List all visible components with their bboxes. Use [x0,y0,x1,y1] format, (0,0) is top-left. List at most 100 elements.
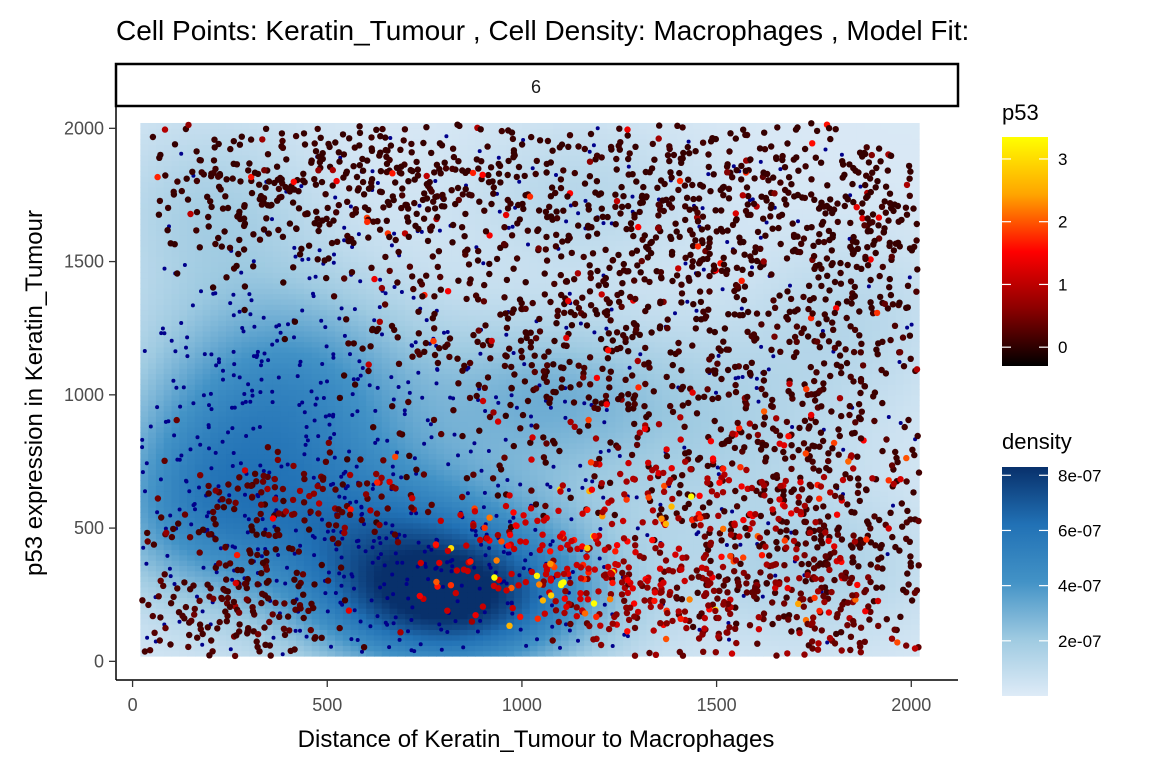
density-cell [405,250,414,257]
density-cell [490,416,500,423]
density-cell [467,645,476,652]
density-cell [342,474,352,481]
density-cell [459,128,469,135]
density-cell [218,261,227,268]
density-cell [498,250,507,257]
density-cell [202,144,212,151]
density-cell [179,410,188,417]
density-cell [459,485,469,492]
density-cell [140,629,149,636]
density-cell [482,149,492,156]
density-cell [171,538,180,545]
density-cell [194,506,204,513]
density-cell [202,256,212,263]
density-cell [226,293,235,300]
density-cell [280,410,289,417]
density-cell [373,336,383,343]
density-cell [397,624,406,630]
density-cell [366,352,375,359]
density-cell [444,128,453,135]
density-cell [327,122,336,129]
density-cell [187,602,196,609]
density-cell [171,325,180,332]
density-cell [202,549,212,556]
density-cell [358,208,367,215]
density-cell [179,325,188,332]
density-cell [397,213,406,220]
density-cell [272,128,282,135]
density-cell [521,565,531,572]
density-cell [467,213,476,220]
density-cell [498,554,507,561]
density-cell [373,496,383,503]
density-cell [194,426,204,433]
density-cell [187,650,196,657]
density-cell [467,458,476,465]
density-cell [514,261,523,268]
density-cell [514,128,523,135]
density-cell [319,325,328,332]
density-cell [358,352,367,359]
density-cell [148,186,157,193]
density-cell [444,506,453,513]
density-cell [412,240,422,247]
density-cell [482,341,492,348]
density-cell [155,560,165,566]
density-cell [381,208,391,215]
density-cell [475,560,484,566]
density-cell [436,197,445,204]
density-cell [257,245,266,252]
density-cell [288,138,297,145]
density-cell [342,368,352,375]
density-cell [179,501,188,508]
density-cell [233,469,243,476]
density-cell [194,234,204,241]
density-cell [179,618,188,625]
density-cell [303,362,313,369]
density-cell [218,522,227,529]
density-cell [233,314,243,321]
density-cell [327,576,336,582]
density-cell [350,197,359,204]
density-cell [521,592,531,598]
density-cell [288,592,297,598]
density-cell [467,250,476,257]
density-cell [171,336,180,343]
density-cell [249,405,258,412]
density-cell [342,538,352,545]
density-cell [218,570,227,577]
density-cell [303,576,313,582]
density-cell [467,229,476,236]
density-cell [163,426,173,433]
density-cell [412,373,422,380]
density-cell [288,389,297,396]
density-cell [155,373,165,380]
density-cell [280,490,289,497]
density-cell [451,240,461,247]
density-cell [327,432,336,439]
density-cell [257,432,266,439]
density-cell [303,512,313,519]
density-cell [475,650,484,657]
density-cell [319,341,328,348]
density-cell [288,234,297,241]
density-cell [226,208,235,215]
density-cell [467,282,476,289]
density-cell [171,181,180,188]
density-cell [327,458,336,465]
density-cell [257,522,266,529]
density-cell [412,501,422,508]
density-cell [490,421,500,428]
density-cell [506,298,515,305]
density-cell [358,149,367,156]
density-cell [187,309,196,316]
density-cell [210,373,219,380]
density-cell [420,570,430,577]
density-cell [444,597,453,604]
density-cell [272,362,282,369]
density-cell [249,586,258,593]
density-cell [327,613,336,620]
density-cell [296,448,305,455]
density-cell [475,229,484,236]
density-cell [249,368,258,375]
